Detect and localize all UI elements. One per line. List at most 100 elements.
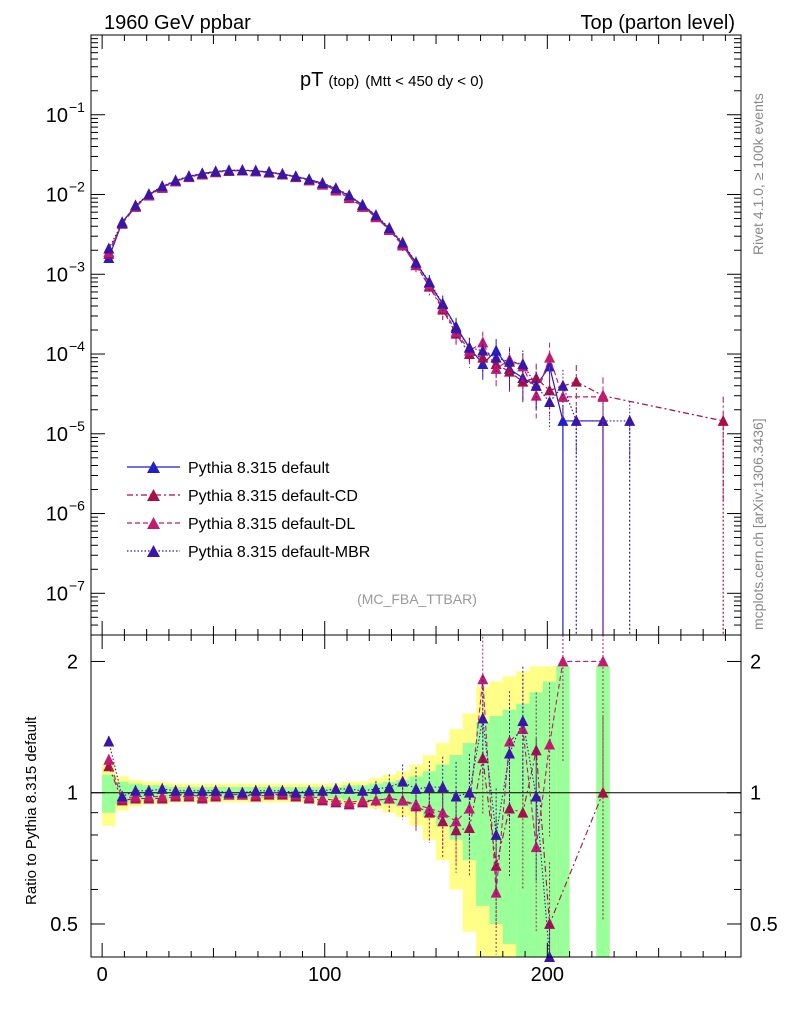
data-point xyxy=(437,297,449,309)
ratio-ticks: 0.5 0.5 1 1 2 2 0 100 200 xyxy=(50,635,778,986)
y-tick-exponent: −2 xyxy=(69,179,85,195)
beam-label: 1960 GeV ppbar xyxy=(104,12,251,34)
ratio-point xyxy=(490,886,502,898)
ratio-point xyxy=(317,784,329,796)
data-point xyxy=(463,341,475,353)
title-cut: (Mtt < 450 dy < 0) xyxy=(365,73,483,90)
ratio-point xyxy=(383,781,395,793)
data-point xyxy=(544,351,556,363)
ratio-point xyxy=(330,794,342,806)
watermark-label: (MC_FBA_TTBAR) xyxy=(357,591,477,607)
y-tick-label: 10 xyxy=(46,504,68,526)
ratio-point xyxy=(116,790,128,802)
y-tick-base: 10 xyxy=(46,504,68,526)
y-tick-exponent: −7 xyxy=(69,577,85,593)
ratio-point xyxy=(156,782,168,794)
band-inner xyxy=(102,774,116,813)
data-point xyxy=(597,390,609,402)
ratio-point xyxy=(503,735,515,747)
y-tick-label: 10 xyxy=(46,583,68,605)
data-point xyxy=(196,167,208,179)
ratio-panel: 0.5 0.5 1 1 2 2 0 100 200 Ratio to Pythia 8.315 … xyxy=(23,634,778,986)
rivet-label: Rivet 4.1.0, ≥ 100k events xyxy=(750,93,766,255)
data-point xyxy=(370,209,382,221)
mcplots-label: mcplots.cern.ch [arXiv:1306.3436] xyxy=(750,418,766,630)
ratio-point xyxy=(276,784,288,796)
y-tick-label: 10 xyxy=(46,105,68,127)
ratio-point xyxy=(423,781,435,793)
data-point xyxy=(544,395,556,407)
legend-label-dl: Pythia 8.315 default-DL xyxy=(188,516,355,533)
data-point xyxy=(250,164,262,176)
process-label: Top (parton level) xyxy=(580,12,735,34)
ratio-y-tick-label-right: 1 xyxy=(750,783,761,805)
data-point xyxy=(357,198,369,210)
ratio-point xyxy=(357,784,369,796)
ratio-y-tick-label-right: 2 xyxy=(750,651,761,673)
data-point xyxy=(103,242,115,254)
data-point xyxy=(236,164,248,176)
data-point xyxy=(410,256,422,268)
data-point xyxy=(330,182,342,194)
ratio-point xyxy=(437,806,449,818)
ratio-y-tick-label-left: 0.5 xyxy=(50,914,78,936)
y-tick-exponent: −5 xyxy=(69,418,85,434)
ratio-point xyxy=(343,782,355,794)
y-tick-exponent: −6 xyxy=(69,498,85,514)
ratio-point xyxy=(130,790,142,802)
band-inner xyxy=(596,666,610,957)
ratio-series-mbr xyxy=(103,666,556,962)
data-point xyxy=(423,275,435,287)
legend: Pythia 8.315 default Pythia 8.315 defaul… xyxy=(127,460,370,561)
data-point xyxy=(290,170,302,182)
data-point xyxy=(183,170,195,182)
ratio-point xyxy=(423,802,435,814)
ratio-point xyxy=(103,735,115,747)
data-point xyxy=(530,379,542,391)
series-mbr xyxy=(103,164,636,471)
ratio-y-tick-label-left: 2 xyxy=(67,651,78,673)
main-ticks: 10−710−610−510−410−310−210−1 xyxy=(46,34,741,636)
ratio-point xyxy=(210,784,222,796)
ratio-point xyxy=(517,806,529,818)
ratio-y-tick-label-right: 0.5 xyxy=(750,914,778,936)
data-point xyxy=(343,189,355,201)
ratio-point xyxy=(236,786,248,798)
ratio-frame xyxy=(90,634,742,958)
legend-label-mbr: Pythia 8.315 default-MBR xyxy=(188,544,370,561)
ratio-point xyxy=(196,784,208,796)
data-point xyxy=(517,357,529,369)
legend-entry-default: Pythia 8.315 default xyxy=(127,460,330,477)
data-point xyxy=(130,199,142,211)
data-point xyxy=(477,336,489,348)
ratio-point xyxy=(130,784,142,796)
data-point xyxy=(530,389,542,401)
ratio-point xyxy=(370,782,382,794)
ratio-point xyxy=(143,784,155,796)
ratio-point xyxy=(557,655,569,667)
ratio-point xyxy=(250,784,262,796)
ratio-point xyxy=(103,753,115,765)
y-tick-exponent: −4 xyxy=(69,338,85,354)
ratio-point xyxy=(397,794,409,806)
ratio-point xyxy=(544,917,556,929)
y-tick-exponent: −1 xyxy=(69,99,85,115)
ratio-point xyxy=(463,786,475,798)
data-point xyxy=(544,360,556,372)
data-point xyxy=(276,167,288,179)
ratio-point xyxy=(170,784,182,796)
data-point xyxy=(303,173,315,185)
ratio-point xyxy=(437,781,449,793)
y-tick-base: 10 xyxy=(46,105,68,127)
ratio-point xyxy=(490,828,502,840)
legend-label-default: Pythia 8.315 default xyxy=(188,460,330,477)
y-tick-base: 10 xyxy=(46,344,68,366)
data-point xyxy=(544,384,556,396)
data-point xyxy=(490,351,502,363)
ratio-point xyxy=(450,790,462,802)
data-point xyxy=(116,216,128,228)
ratio-point xyxy=(397,775,409,787)
legend-entry-dl: Pythia 8.315 default-DL xyxy=(127,516,355,533)
data-point xyxy=(477,344,489,356)
